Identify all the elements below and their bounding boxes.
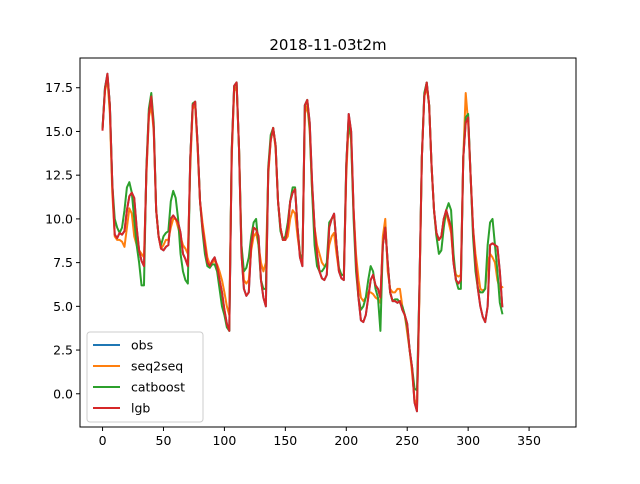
x-tick-label: 300 (456, 433, 480, 448)
series-layer (101, 72, 504, 413)
x-tick-label: 250 (395, 433, 419, 448)
y-tick-label: 15.0 (45, 124, 73, 139)
x-tick-label: 100 (212, 433, 236, 448)
x-tick-label: 50 (156, 433, 172, 448)
y-tick-label: 12.5 (45, 168, 73, 183)
y-tick-label: 7.5 (53, 255, 73, 270)
y-tick-label: 0.0 (53, 386, 73, 401)
y-tick-label: 10.0 (45, 211, 73, 226)
chart-title: 2018-11-03t2m (269, 36, 386, 54)
y-tick-label: 2.5 (53, 343, 73, 358)
legend: obs seq2seq catboost lgb (86, 331, 204, 423)
legend-label-seq2seq: seq2seq (131, 359, 183, 374)
x-tick-label: 350 (517, 433, 541, 448)
legend-label-catboost: catboost (131, 380, 185, 395)
legend-box (86, 331, 204, 423)
series-line-lgb (101, 72, 504, 413)
axes-layer: 0 50 100 150 200 250 300 350 0.0 2.5 5.0 7.5 10.0 12.… (45, 57, 577, 448)
x-tick-label: 0 (99, 433, 107, 448)
x-tick-label: 200 (334, 433, 358, 448)
legend-label-obs: obs (131, 338, 153, 353)
plot-frame (79, 57, 577, 428)
legend-label-lgb: lgb (131, 401, 150, 416)
x-tick-label: 150 (273, 433, 297, 448)
y-tick-label: 5.0 (53, 299, 73, 314)
y-tick-label: 17.5 (45, 80, 73, 95)
